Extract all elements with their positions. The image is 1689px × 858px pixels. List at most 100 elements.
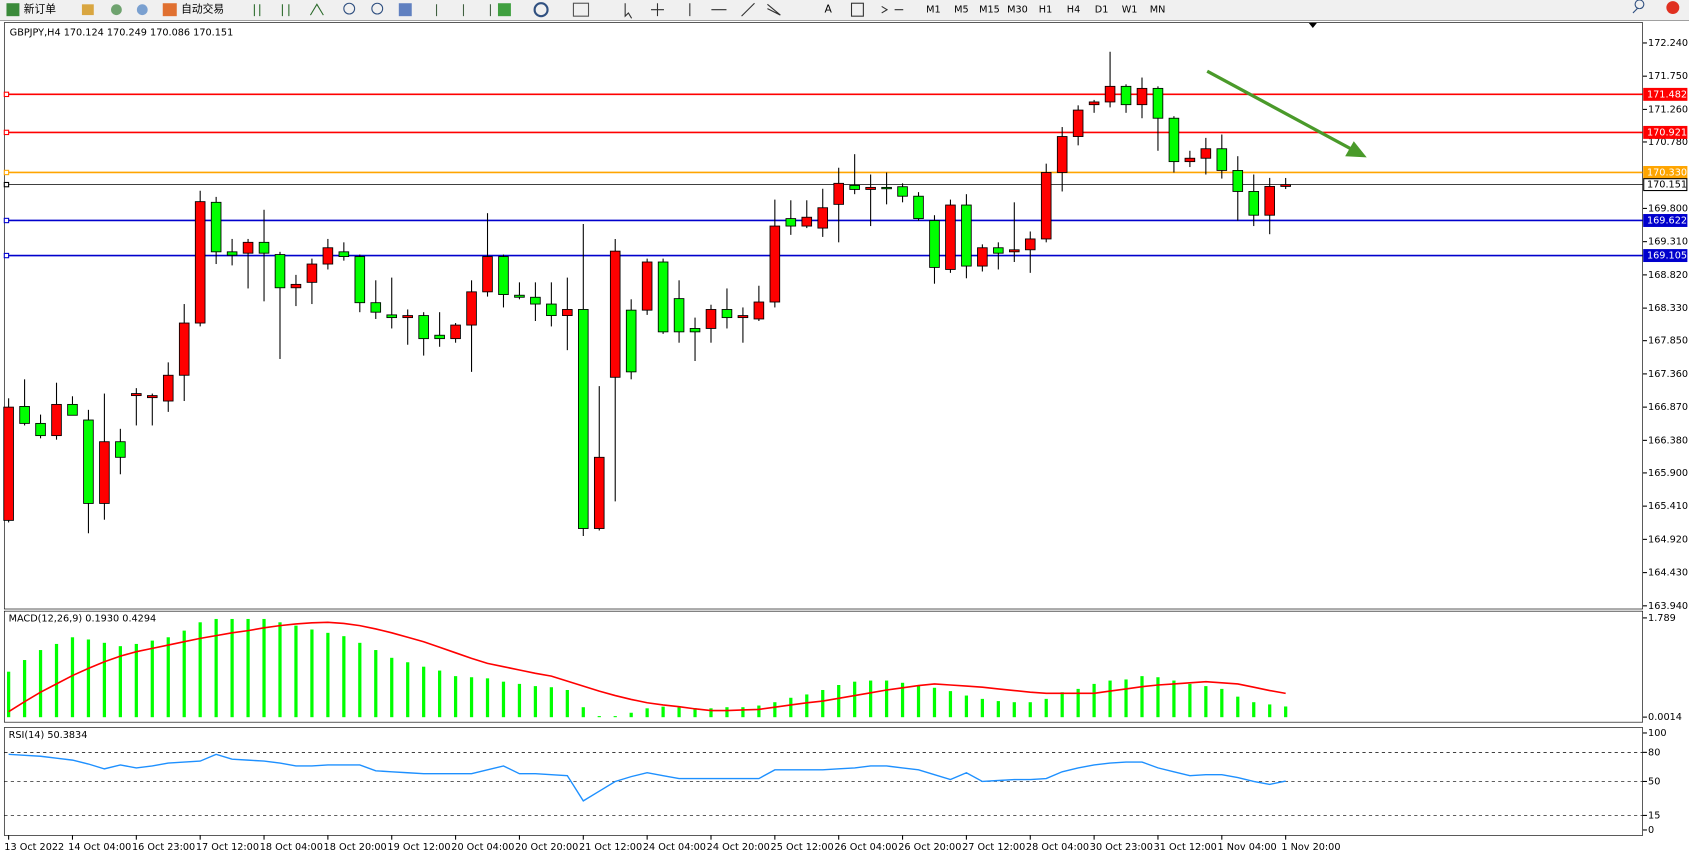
candle-body <box>1216 148 1228 171</box>
macd-bar <box>294 625 298 718</box>
candle-body <box>977 247 988 267</box>
timeframe-button[interactable]: W1 <box>1122 5 1138 16</box>
search[interactable] <box>1632 0 1645 14</box>
timeframe-button[interactable]: H4 <box>1067 5 1080 16</box>
level-handle[interactable] <box>3 252 10 259</box>
macd-bar <box>932 687 937 718</box>
y-tick-label: 166.380 <box>1648 435 1688 446</box>
timeframe-button[interactable]: H1 <box>1039 5 1052 16</box>
candle-body <box>1104 85 1116 103</box>
macd-bar <box>725 707 729 718</box>
y-tick-label: 165.410 <box>1648 501 1688 512</box>
timeframe-button[interactable]: D1 <box>1095 5 1109 16</box>
x-tick-label: 20 Oct 20:00 <box>515 842 578 853</box>
macd-bar <box>230 618 234 718</box>
toolbar-icon[interactable] <box>136 4 148 16</box>
candle-body <box>609 250 621 378</box>
candle-body <box>83 419 94 504</box>
level-handle[interactable] <box>3 169 10 176</box>
arrow-line <box>1206 69 1354 152</box>
toolbar <box>0 0 1689 21</box>
x-tick-label: 21 Oct 12:00 <box>579 842 642 853</box>
candle-body <box>801 216 813 227</box>
price-label: 170.330 <box>1647 167 1687 178</box>
candle-body <box>1024 238 1036 251</box>
level-handle[interactable] <box>3 181 10 188</box>
arrow-tool[interactable] <box>881 6 904 14</box>
candle-body <box>578 309 589 529</box>
macd-bar <box>677 707 681 718</box>
macd-bar <box>278 622 282 718</box>
toolbar-icon[interactable] <box>81 4 94 16</box>
toolbar-icon[interactable] <box>111 4 122 16</box>
macd-bar <box>214 618 218 718</box>
y-tick-label: 80 <box>1648 747 1660 758</box>
y-tick-label: 50 <box>1648 776 1660 787</box>
timeframe-button[interactable]: M15 <box>979 5 1000 16</box>
x-tick-label: 24 Oct 20:00 <box>707 842 770 853</box>
periods[interactable] <box>533 2 549 18</box>
candle-body <box>178 322 190 376</box>
candle-body <box>1040 172 1052 240</box>
candle-body <box>370 302 382 313</box>
tile-windows[interactable] <box>398 3 412 17</box>
y-tick-label: 167.360 <box>1648 369 1688 380</box>
candle-body <box>961 204 972 267</box>
toolbar-icons[interactable] <box>435 4 491 17</box>
notification-badge[interactable] <box>1666 1 1680 15</box>
macd-bar <box>517 683 522 718</box>
text-tool[interactable]: A <box>825 3 833 16</box>
level-handle[interactable] <box>3 217 10 224</box>
candle-body <box>1232 170 1244 192</box>
timeframe-button[interactable]: M30 <box>1007 5 1028 16</box>
candle-body <box>162 374 174 402</box>
level-handle[interactable] <box>3 129 10 136</box>
candle-body <box>306 263 318 283</box>
zoom-out[interactable] <box>371 2 384 15</box>
chart-shift-marker[interactable] <box>1308 22 1318 29</box>
new-order-icon[interactable] <box>6 3 20 17</box>
candle-body <box>322 247 334 265</box>
macd-bar <box>358 642 362 718</box>
toolbar-icons[interactable] <box>253 3 324 17</box>
x-tick-label: 30 Oct 23:00 <box>1090 842 1153 853</box>
candle-body <box>434 334 445 340</box>
timeframe-button[interactable]: M1 <box>926 5 941 16</box>
timeframe-button[interactable]: MN <box>1150 5 1166 16</box>
indicators[interactable] <box>497 3 511 17</box>
candle-body <box>290 283 302 289</box>
candle-body <box>514 294 525 298</box>
drawing-tools[interactable] <box>624 2 781 19</box>
x-tick-label: 19 Oct 12:00 <box>387 842 450 853</box>
y-tick-label: 0.0014 <box>1648 712 1682 723</box>
macd-bar <box>549 687 553 718</box>
macd-bar <box>1092 683 1096 718</box>
macd-bar <box>1220 688 1224 718</box>
macd-bar <box>757 705 761 718</box>
y-tick-label: 170.780 <box>1648 137 1688 148</box>
candle-body <box>242 241 254 254</box>
zoom-in[interactable] <box>343 2 356 15</box>
toolbar-items: 新订单 自动交易 A <box>6 0 1680 19</box>
price-label: 169.105 <box>1647 251 1687 262</box>
macd-bar <box>422 666 426 718</box>
macd-bar <box>1044 698 1048 718</box>
auto-trading-button[interactable]: 自动交易 <box>181 3 224 16</box>
rsi-header: RSI(14) 50.3834 <box>9 730 88 741</box>
macd-bar <box>869 680 873 718</box>
timeframe-button[interactable]: M5 <box>954 5 969 16</box>
label-tool[interactable] <box>850 2 864 17</box>
arrow-head <box>1345 141 1367 158</box>
y-tick-label: 165.900 <box>1648 468 1688 479</box>
templates[interactable] <box>572 2 590 17</box>
new-order-button[interactable]: 新订单 <box>24 3 57 16</box>
candle-body <box>1168 117 1180 163</box>
auto-trading-icon[interactable] <box>162 3 177 17</box>
y-tick-label: 166.870 <box>1648 402 1688 413</box>
macd-bar <box>102 642 107 718</box>
price-label-box <box>1643 87 1688 101</box>
candle-body <box>593 456 605 529</box>
macd-bar <box>597 716 601 718</box>
level-handle[interactable] <box>3 91 10 98</box>
